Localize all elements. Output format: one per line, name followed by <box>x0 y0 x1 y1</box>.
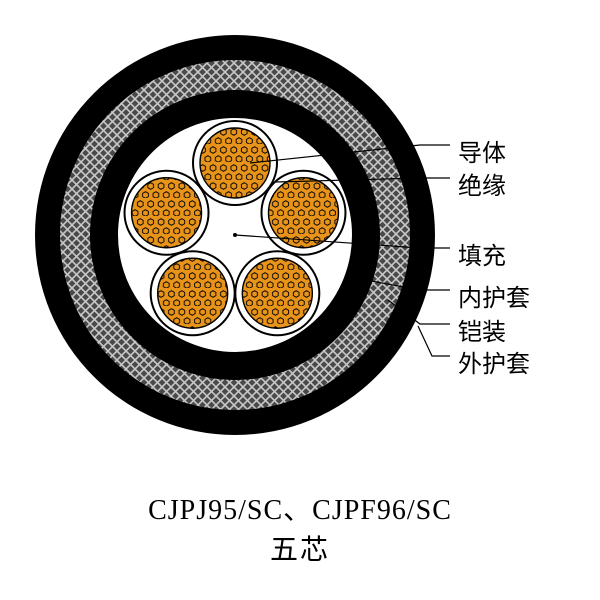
caption-cores: 五芯 <box>0 528 600 568</box>
label-outer_jacket: 外护套 <box>458 344 530 379</box>
cable-cross-section-diagram: 导体绝缘填充内护套铠装外护套 CJPJ95/SC、CJPF96/SC 五芯 <box>0 0 600 600</box>
label-armor: 铠装 <box>458 312 506 347</box>
label-inner_jacket: 内护套 <box>458 278 530 313</box>
label-insulation: 绝缘 <box>458 166 506 201</box>
label-conductor: 导体 <box>458 133 506 168</box>
label-filler: 填充 <box>458 236 506 271</box>
caption-model: CJPJ95/SC、CJPF96/SC <box>0 488 600 528</box>
